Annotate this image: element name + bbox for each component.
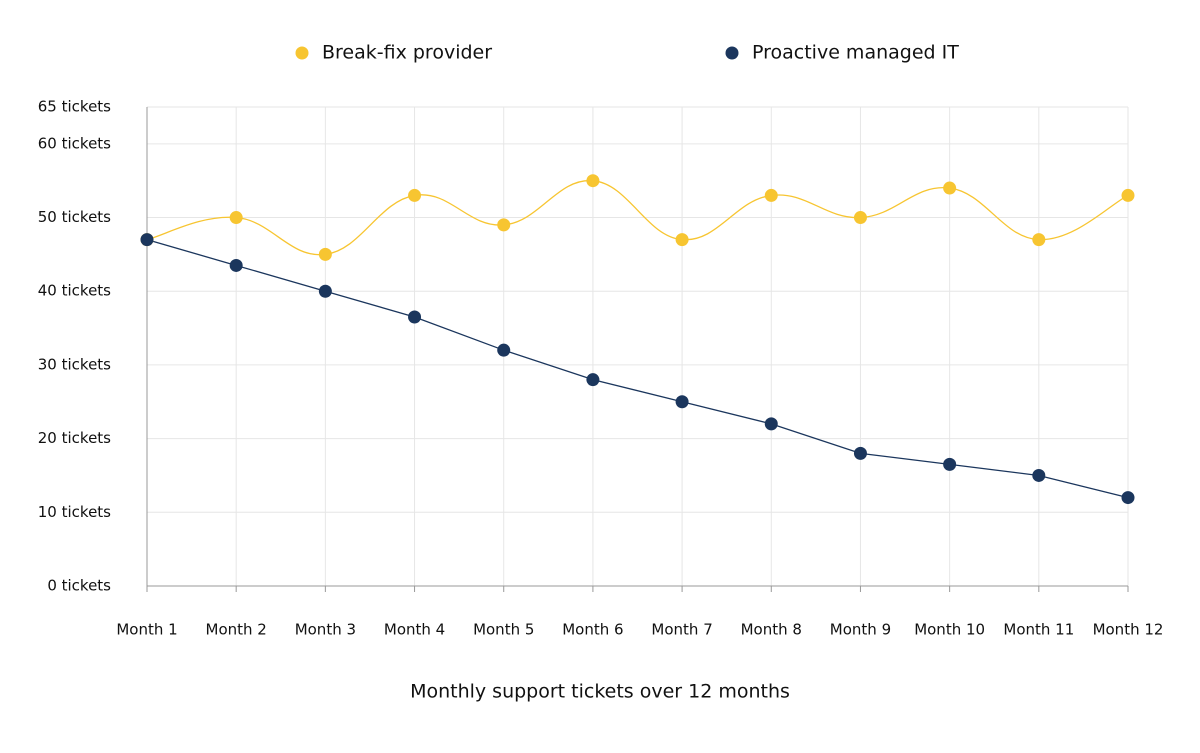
- data-point: [764, 188, 778, 202]
- data-point: [586, 373, 600, 387]
- y-tick-label: 60 tickets: [38, 134, 111, 152]
- series-line: [146, 239, 1129, 499]
- data-point: [853, 446, 867, 460]
- data-point: [140, 233, 154, 247]
- data-point: [764, 417, 778, 431]
- x-tick-label: Month 5: [473, 621, 534, 639]
- data-point: [1032, 233, 1046, 247]
- x-tick-label: Month 9: [830, 621, 891, 639]
- legend-label: Proactive managed IT: [752, 42, 959, 64]
- x-tick-label: Month 11: [1003, 621, 1074, 639]
- legend-label: Break-fix provider: [322, 42, 492, 64]
- y-tick-label: 10 tickets: [38, 503, 111, 521]
- y-tick-label: 20 tickets: [38, 429, 111, 447]
- data-point: [853, 211, 867, 225]
- data-point: [1121, 188, 1135, 202]
- data-point: [675, 395, 689, 409]
- data-point: [408, 188, 422, 202]
- data-point: [318, 247, 332, 261]
- x-tick-label: Month 10: [914, 621, 985, 639]
- y-tick-label: 30 tickets: [38, 355, 111, 373]
- data-point: [943, 181, 957, 195]
- data-point: [318, 284, 332, 298]
- data-point: [497, 343, 511, 357]
- x-tick-label: Month 2: [206, 621, 267, 639]
- y-tick-label: 65 tickets: [38, 98, 111, 116]
- data-point: [586, 174, 600, 188]
- y-tick-label: 0 tickets: [47, 577, 111, 595]
- legend-marker: [295, 46, 309, 60]
- x-tick-label: Month 3: [295, 621, 356, 639]
- data-point: [943, 457, 957, 471]
- x-tick-label: Month 4: [384, 621, 445, 639]
- x-tick-label: Month 12: [1093, 621, 1164, 639]
- data-point: [229, 258, 243, 272]
- x-tick-label: Month 6: [562, 621, 623, 639]
- data-point: [1121, 491, 1135, 505]
- data-point: [1032, 468, 1046, 482]
- y-tick-label: 40 tickets: [38, 282, 111, 300]
- x-tick-label: Month 8: [741, 621, 802, 639]
- data-point: [229, 211, 243, 225]
- y-tick-label: 50 tickets: [38, 208, 111, 226]
- data-point: [675, 233, 689, 247]
- x-tick-label: Month 7: [651, 621, 712, 639]
- chart-title: Monthly support tickets over 12 months: [410, 681, 790, 703]
- legend-marker: [725, 46, 739, 60]
- data-point: [408, 310, 422, 324]
- data-point: [497, 218, 511, 232]
- x-tick-label: Month 1: [116, 621, 177, 639]
